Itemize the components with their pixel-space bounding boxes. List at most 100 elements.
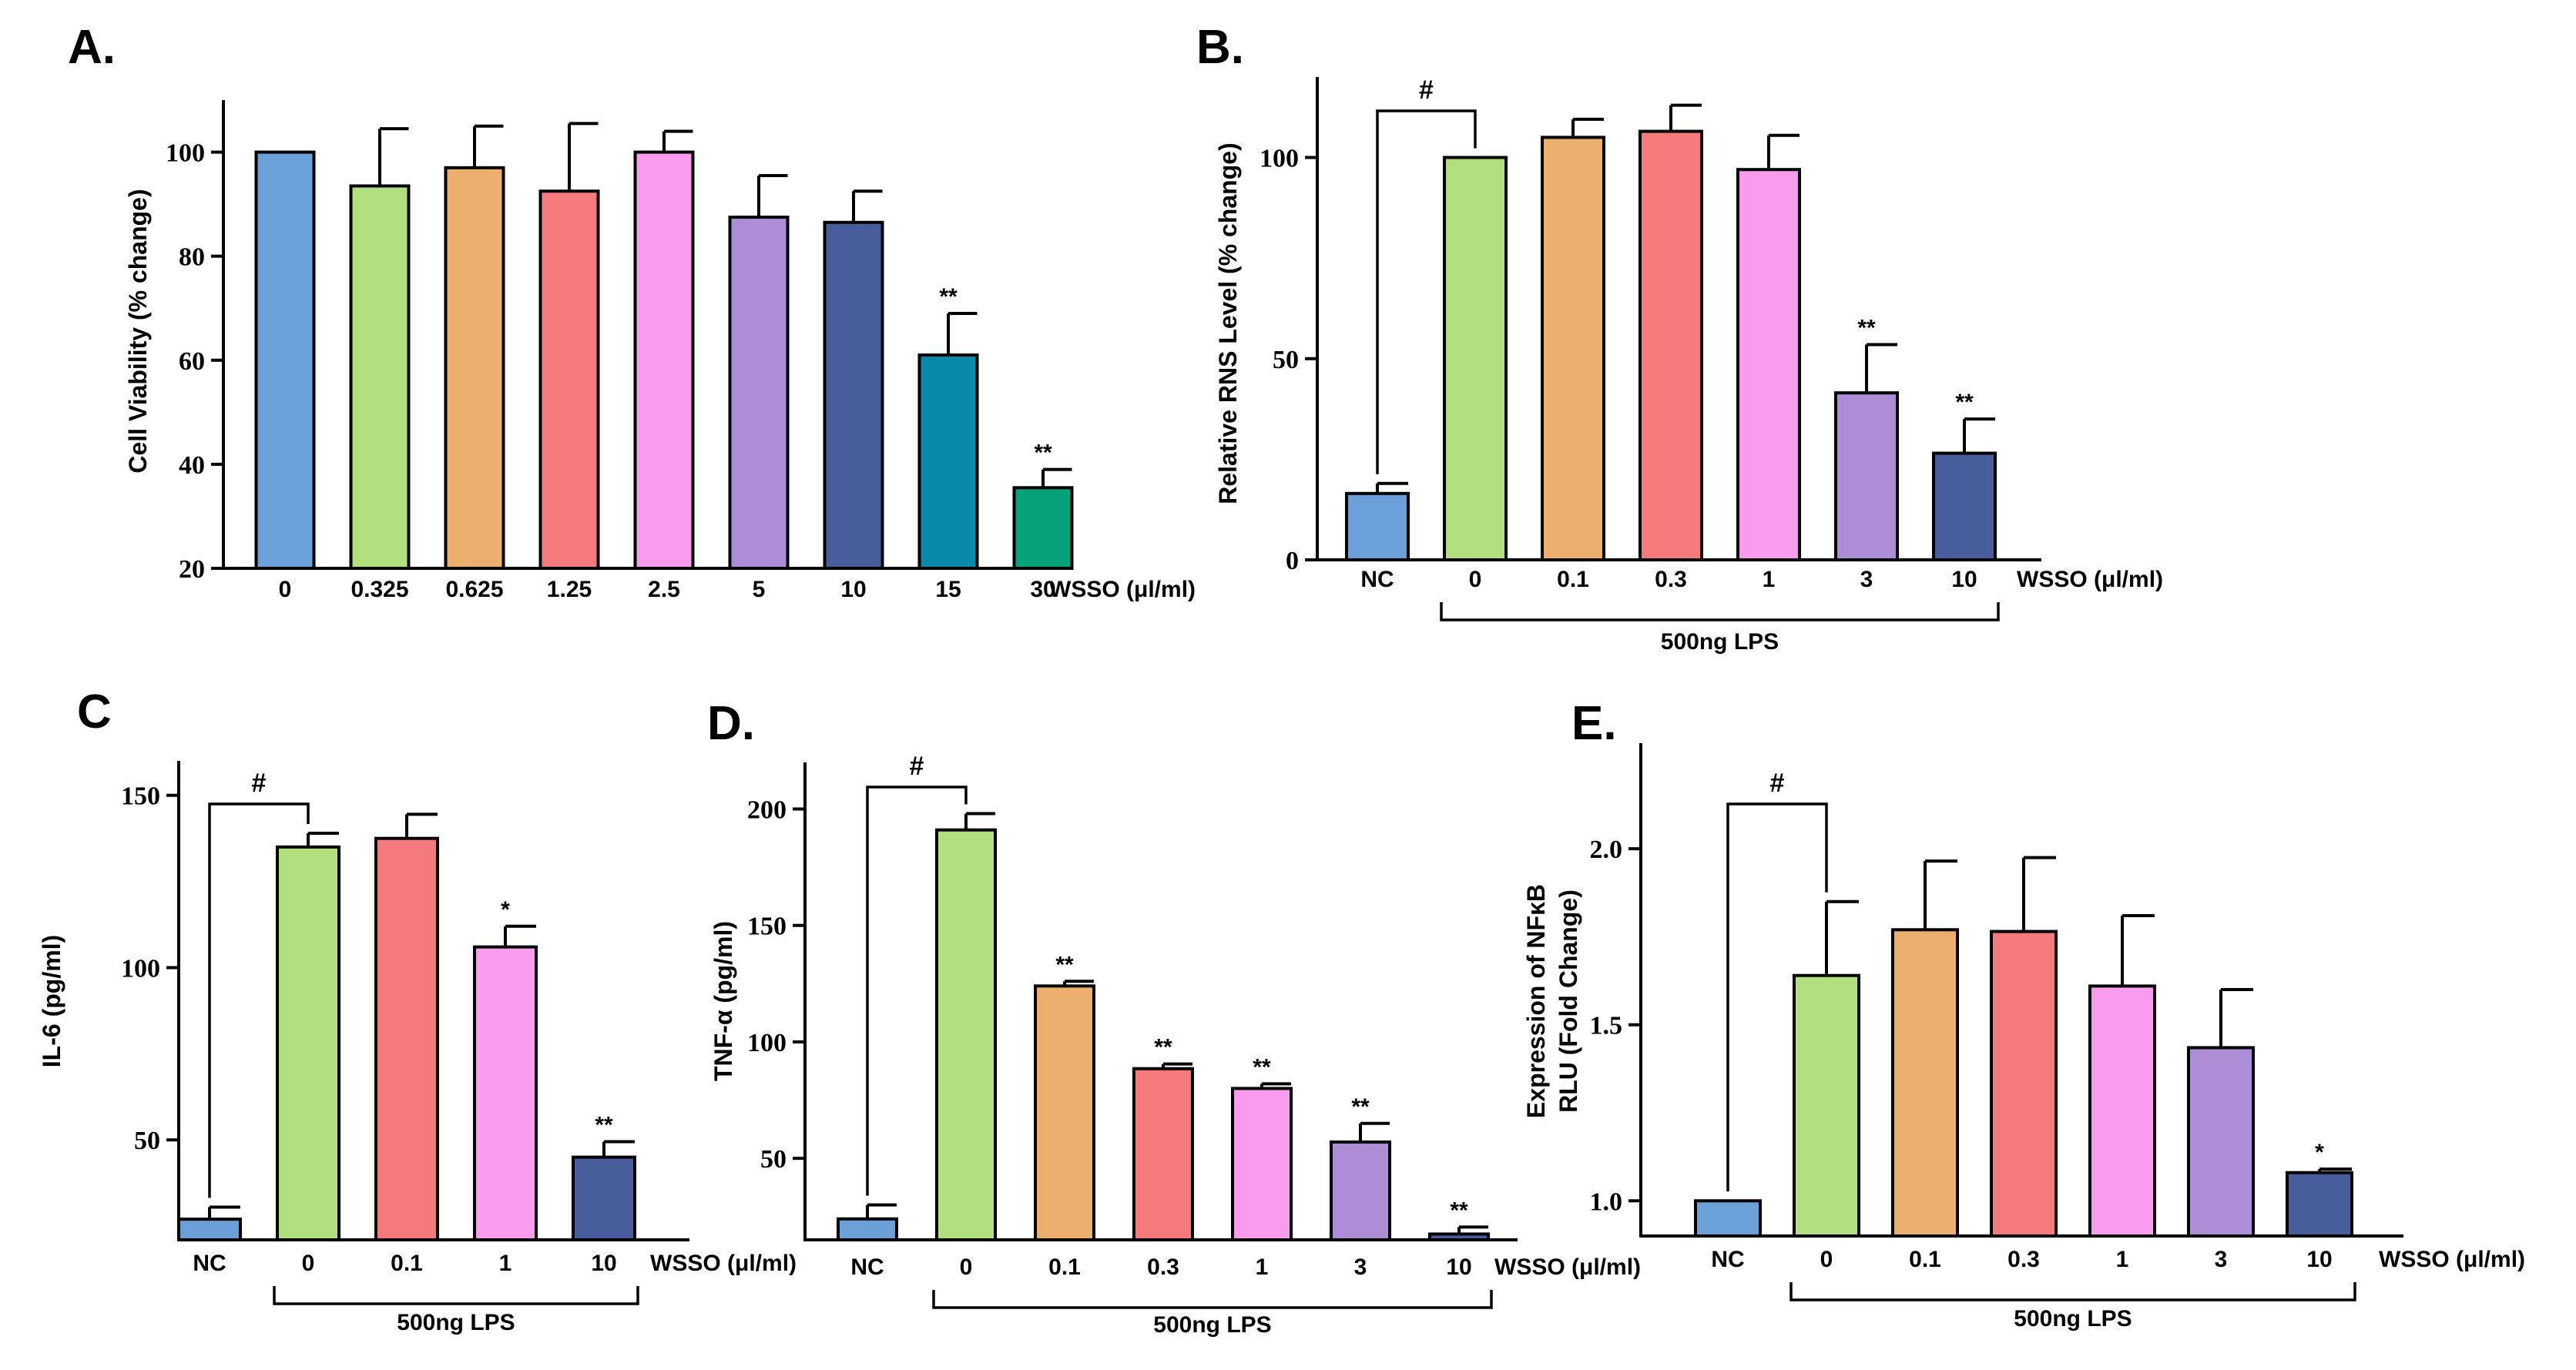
panel-1-bar-0 — [254, 150, 316, 571]
panel-1-bar-10 — [823, 220, 884, 570]
panel-1-y-tick-label-1: 40 — [179, 451, 205, 480]
panel-3-x-tick-label-2: 0.1 — [391, 1251, 423, 1276]
panel-4-bar-0 — [935, 828, 997, 1241]
panel-3-bar-1 — [473, 945, 538, 1241]
panel-5-x-axis-unit: WSSO (μl/ml) — [2379, 1247, 2525, 1272]
panel-4-significance-4: ** — [1253, 1054, 1271, 1080]
panel-3-bar-NC — [177, 1218, 242, 1242]
panel-5-x-tick-label-4: 1 — [2116, 1247, 2129, 1272]
panel-1-y-tick-label-4: 100 — [166, 139, 205, 168]
panel-1-bar-0.625 — [444, 166, 505, 571]
panel-2-bar-0 — [1443, 156, 1508, 561]
panel-3-comparison-hash: # — [252, 769, 267, 798]
panel-1-x-tick-label-1: 0.325 — [351, 577, 408, 602]
panel-5-lps-bracket-label: 500ng LPS — [2014, 1306, 2132, 1331]
panel-5-comparison-bracket — [1726, 802, 1828, 1192]
panel-5-y-axis-label: Expression of NFκB — [1522, 884, 1550, 1118]
panel-3-y-tick-label-2: 150 — [121, 782, 160, 811]
panel-5-x-tick-label-3: 0.3 — [2007, 1247, 2040, 1272]
panel-3-comparison-bracket — [208, 802, 310, 1198]
panel-4-y-tick-label-2: 150 — [747, 913, 787, 941]
panel-4-y-axis-label: TNF-α (pg/ml) — [709, 921, 737, 1081]
panel-5-comparison-hash: # — [1770, 769, 1785, 798]
panel-2-x-tick-label-6: 10 — [1951, 567, 1977, 592]
panel-3-x-axis-unit: WSSO (μl/ml) — [650, 1251, 797, 1276]
panel-4-comparison-hash: # — [910, 752, 924, 781]
panel-4-bar-NC — [837, 1217, 898, 1242]
panel-1-y-tick-label-3: 80 — [179, 243, 205, 272]
panel-1-y-axis-label: Cell Viability (% change) — [124, 189, 152, 473]
panel-2-bar-0.3 — [1639, 129, 1703, 562]
panel-5-y-axis-label-2: RLU (Fold Change) — [1555, 889, 1582, 1113]
panel-5-y-tick-label-1: 1.5 — [1590, 1012, 1623, 1040]
panel-2-comparison-bracket — [1376, 109, 1477, 474]
panel-5-x-tick-label-6: 10 — [2306, 1247, 2332, 1272]
panel-5-significance-6: * — [2315, 1140, 2324, 1165]
panel-4-x-tick-label-3: 0.3 — [1147, 1254, 1179, 1280]
panel-3-x-tick-label-0: NC — [193, 1251, 226, 1276]
panel-4-bar-10 — [1428, 1232, 1490, 1241]
panel-1-x-tick-label-4: 2.5 — [648, 577, 680, 602]
panel-2-label: B. — [1196, 21, 1244, 74]
panel-2-bar-10 — [1932, 451, 1997, 561]
panel-3-bar-0.1 — [374, 836, 439, 1241]
panel-3-significance-4: ** — [595, 1112, 613, 1137]
panel-4-significance-5: ** — [1351, 1094, 1370, 1120]
panel-1-significance-7: ** — [939, 284, 958, 310]
panel-5-bar-10 — [2286, 1171, 2353, 1238]
panel-4-bar-0.1 — [1034, 984, 1095, 1241]
panel-2-x-tick-label-1: 0 — [1469, 567, 1482, 592]
panel-1-bar-1.25 — [538, 189, 600, 570]
panel-4-x-tick-label-1: 0 — [960, 1254, 973, 1280]
panel-5-bar-0.1 — [1891, 928, 1959, 1238]
panel-4-comparison-bracket — [866, 785, 968, 1196]
panel-1-bar-5 — [728, 216, 790, 570]
panel-4-y-tick-label-3: 200 — [747, 796, 787, 824]
panel-3-x-tick-label-4: 10 — [591, 1251, 616, 1276]
panel-4-lps-bracket — [932, 1290, 1493, 1309]
panel-3-x-tick-label-3: 1 — [499, 1251, 512, 1276]
panel-2-comparison-hash: # — [1419, 75, 1434, 105]
panel-2-x-tick-label-3: 0.3 — [1655, 567, 1687, 592]
panel-2-x-tick-label-0: NC — [1360, 567, 1394, 592]
panel-5-x-tick-label-0: NC — [1711, 1247, 1744, 1272]
panel-1-x-axis-unit: WSSO (μl/ml) — [1049, 577, 1196, 602]
panel-5-y-tick-label-0: 1.0 — [1590, 1187, 1623, 1216]
panel-3-lps-bracket-label: 500ng LPS — [397, 1310, 515, 1335]
panel-2-lps-bracket-label: 500ng LPS — [1661, 629, 1779, 655]
panel-2-x-tick-label-5: 3 — [1860, 567, 1873, 592]
panel-1-y-tick-label-0: 20 — [179, 555, 205, 584]
panel-4-x-tick-label-4: 1 — [1256, 1254, 1269, 1280]
panel-2-significance-6: ** — [1955, 390, 1974, 415]
panel-1-bar-2.5 — [633, 150, 695, 571]
panel-2-lps-bracket — [1440, 602, 2000, 621]
panel-4-bar-1 — [1231, 1087, 1293, 1242]
panel-2-y-axis-label: Relative RNS Level (% change) — [1214, 142, 1242, 504]
panel-1-significance-8: ** — [1034, 440, 1052, 466]
panel-4-x-tick-label-5: 3 — [1354, 1254, 1367, 1280]
panel-4-x-axis-unit: WSSO (μl/ml) — [1494, 1254, 1641, 1280]
panel-3-x-tick-label-1: 0 — [302, 1251, 315, 1276]
panel-1-y-tick-label-2: 60 — [179, 347, 205, 376]
panel-3-y-tick-label-1: 100 — [121, 954, 160, 983]
panel-4-bar-3 — [1330, 1140, 1391, 1241]
panel-4-x-tick-label-6: 10 — [1446, 1254, 1471, 1280]
panel-5-x-tick-label-5: 3 — [2215, 1247, 2228, 1272]
panel-5-bar-3 — [2187, 1046, 2255, 1238]
panel-5-x-tick-label-1: 0 — [1820, 1247, 1833, 1272]
panel-1-x-tick-label-5: 5 — [753, 577, 766, 602]
panel-4-x-tick-label-2: 0.1 — [1048, 1254, 1081, 1280]
panel-2-significance-5: ** — [1857, 315, 1876, 340]
panel-1-x-tick-label-2: 0.625 — [445, 577, 503, 602]
panel-1-x-tick-label-7: 15 — [935, 577, 961, 602]
panel-1-label: A. — [68, 21, 116, 74]
panel-1-bar-0.325 — [349, 184, 411, 570]
panel-5-bar-1 — [2088, 984, 2156, 1238]
panel-3-lps-bracket — [273, 1286, 639, 1305]
panel-1-x-tick-label-6: 10 — [840, 577, 866, 602]
panel-4-y-tick-label-0: 50 — [760, 1145, 787, 1174]
panel-2-bar-0.1 — [1541, 136, 1605, 561]
panel-3-label: C — [77, 685, 112, 739]
panel-2-y-tick-label-2: 100 — [1259, 145, 1299, 173]
